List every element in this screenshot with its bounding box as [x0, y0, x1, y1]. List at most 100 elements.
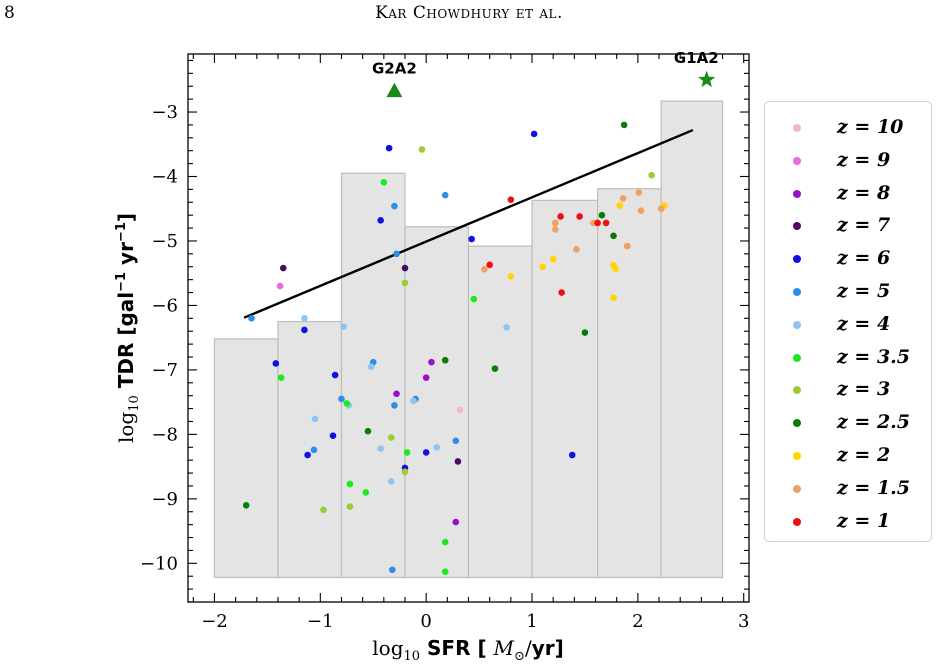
y-tick-label: −8 — [151, 424, 178, 445]
data-point-series-6-6 — [387, 478, 395, 485]
y-tick-label: −5 — [151, 231, 178, 252]
x-tick-label: −1 — [307, 611, 334, 632]
data-point-series-11-7 — [635, 189, 643, 196]
y-tick-label: −9 — [151, 489, 178, 510]
data-point-series-6-7 — [410, 397, 417, 405]
histogram-bar-7 — [597, 188, 662, 579]
data-point-series-5-4 — [391, 202, 398, 210]
legend-marker — [793, 222, 801, 231]
data-point-series-9-3 — [491, 365, 499, 372]
data-point-series-5-2 — [338, 395, 345, 403]
data-point-series-4-4 — [331, 371, 339, 379]
data-point-series-9-5 — [598, 211, 606, 219]
histogram-bar-1 — [213, 338, 279, 579]
legend-item: z = 1.5 — [765, 476, 931, 499]
annotation-label-g2a2: G2A2 — [372, 60, 417, 78]
legend-label: z = 4 — [837, 312, 891, 335]
legend-label: z = 3.5 — [837, 345, 910, 368]
legend-marker — [793, 353, 801, 362]
x-tick-label: 1 — [526, 611, 537, 632]
data-point-series-6-1 — [311, 415, 319, 423]
data-point-series-7-1 — [343, 400, 351, 407]
histogram-bar-6 — [531, 199, 599, 579]
data-point-series-11-3 — [573, 246, 580, 253]
data-point-series-3-1 — [401, 264, 409, 272]
data-point-series-10-0 — [507, 273, 515, 280]
legend-item: z = 9 — [765, 148, 931, 171]
x-axis-title: log10 SFR [ M⊙/yr] — [372, 636, 563, 664]
data-point-series-12-3 — [558, 289, 565, 296]
data-point-series-0-0 — [456, 406, 464, 414]
data-point-series-12-4 — [576, 213, 583, 220]
legend-label: z = 2.5 — [837, 411, 910, 434]
data-point-series-10-2 — [549, 255, 557, 263]
data-point-series-12-2 — [557, 213, 564, 220]
data-point-series-7-7 — [441, 568, 449, 575]
legend-item: z = 6 — [765, 247, 931, 269]
data-point-series-5-0 — [248, 315, 255, 322]
data-point-series-11-1 — [551, 219, 559, 227]
legend-marker — [793, 320, 801, 329]
legend-marker — [793, 156, 801, 165]
data-point-series-8-6 — [648, 171, 655, 179]
data-point-series-5-5 — [391, 402, 398, 409]
data-point-series-7-8 — [470, 295, 478, 303]
data-point-series-7-6 — [441, 538, 449, 546]
data-point-series-6-0 — [301, 315, 308, 322]
data-point-series-10-1 — [539, 263, 546, 271]
y-tick-label: −6 — [151, 295, 178, 316]
data-point-series-5-10 — [393, 250, 400, 258]
data-point-series-7-4 — [380, 178, 388, 186]
data-point-series-9-1 — [364, 427, 372, 435]
data-point-series-11-0 — [481, 266, 488, 273]
data-point-series-12-6 — [602, 219, 610, 227]
legend-label: z = 9 — [837, 148, 891, 171]
legend-item: z = 3 — [765, 378, 931, 400]
histogram-bar-8 — [660, 100, 724, 579]
histogram-bar-3 — [340, 172, 406, 579]
data-point-series-7-2 — [346, 480, 354, 488]
legend-marker — [793, 124, 801, 132]
legend-item: z = 1 — [765, 510, 931, 532]
data-point-series-8-4 — [401, 468, 409, 476]
data-point-series-12-1 — [507, 196, 515, 204]
legend-marker — [793, 386, 801, 395]
page-number: 8 — [4, 3, 15, 23]
data-point-series-11-9 — [657, 205, 665, 213]
g2a2-triangle-marker — [386, 82, 403, 98]
legend-label: z = 10 — [837, 116, 904, 138]
data-point-series-10-4 — [612, 265, 619, 272]
data-point-series-6-5 — [377, 445, 384, 452]
data-point-series-8-5 — [418, 146, 426, 153]
data-point-series-4-6 — [385, 144, 393, 152]
legend-label: z = 7 — [837, 214, 891, 237]
data-point-series-3-0 — [279, 264, 287, 272]
data-point-series-4-2 — [304, 451, 311, 459]
data-point-series-4-10 — [530, 130, 538, 138]
legend-item: z = 3.5 — [765, 345, 931, 368]
legend-label: z = 8 — [837, 181, 891, 204]
data-point-series-8-2 — [387, 434, 395, 441]
data-point-series-2-2 — [422, 374, 430, 381]
x-tick-label: 3 — [738, 611, 749, 632]
data-point-series-6-8 — [433, 443, 441, 451]
y-axis-title: log10 TDR [gal−1 yr−1] — [114, 213, 142, 443]
data-point-series-12-0 — [486, 261, 493, 269]
data-point-series-12-5 — [594, 219, 601, 227]
y-tick-label: −3 — [151, 102, 178, 123]
histogram-bar-5 — [467, 245, 533, 579]
data-point-series-10-6 — [616, 202, 624, 209]
data-point-series-6-9 — [503, 324, 510, 331]
legend-item: z = 4 — [765, 312, 931, 335]
data-point-series-6-2 — [340, 323, 347, 331]
x-tick-label: −2 — [201, 611, 228, 632]
legend-item: z = 8 — [765, 181, 931, 204]
legend-marker — [793, 288, 801, 296]
legend-item: z = 5 — [765, 280, 931, 302]
legend-label: z = 1.5 — [837, 476, 910, 499]
y-tick-label: −10 — [140, 553, 178, 574]
data-point-series-8-1 — [346, 503, 354, 510]
data-point-series-10-5 — [610, 294, 617, 301]
data-point-series-4-5 — [377, 217, 384, 224]
